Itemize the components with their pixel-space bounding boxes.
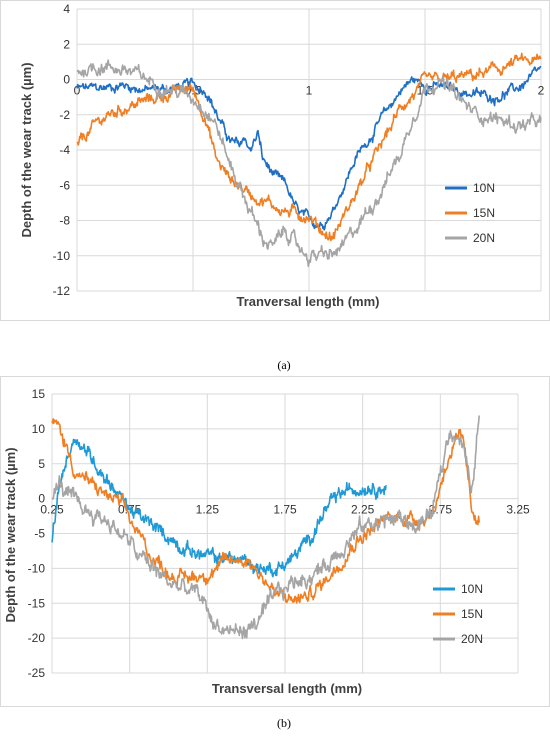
chart-b-frame <box>0 376 550 707</box>
chart-a-legend: 10N 15N 20N <box>445 181 495 245</box>
chart-b-gridlines <box>51 393 519 674</box>
series-line-15n <box>76 52 542 242</box>
x-tick-label: 0.25 <box>40 503 64 517</box>
series-line-15n <box>51 418 480 604</box>
y-tick-label: 2 <box>63 37 70 51</box>
y-tick-label: -10 <box>53 249 71 263</box>
y-tick-label: 4 <box>63 2 70 16</box>
x-tick-label: 2.25 <box>351 503 375 517</box>
chart-b-x-axis-title: Transversal length (mm) <box>212 681 362 696</box>
x-tick-label: 2 <box>538 84 545 98</box>
chart-a-y-axis-title: Depth of the wear track (µm) <box>19 62 34 237</box>
legend-label-10n: 10N <box>473 181 495 195</box>
chart-b-y-axis-title: Depth of the wear track (µm) <box>3 447 18 622</box>
y-tick-label: -15 <box>28 596 46 610</box>
series-line-10n <box>51 438 387 578</box>
legend-label-15n: 15N <box>461 607 483 621</box>
chart-b-y-ticks: 15 10 5 0 -5 -10 -15 -20 -25 <box>28 387 46 680</box>
chart-a-x-axis-title: Tranversal length (mm) <box>236 294 379 309</box>
chart-a-series <box>76 52 542 268</box>
legend-label-10n: 10N <box>461 582 483 596</box>
series-line-20n <box>51 415 480 640</box>
y-tick-label: -10 <box>28 561 46 575</box>
y-tick-label: 15 <box>32 387 46 401</box>
y-tick-label: -8 <box>59 214 70 228</box>
y-tick-label: -5 <box>34 527 45 541</box>
x-tick-label: 1.25 <box>196 503 220 517</box>
y-tick-label: -12 <box>53 284 71 298</box>
chart-a-panel-label: (a) <box>277 358 290 372</box>
chart-a-y-ticks: 4 2 0 -2 -4 -6 -8 -10 -12 <box>53 2 71 298</box>
legend-label-20n: 20N <box>461 632 483 646</box>
chart-b-legend: 10N 15N 20N <box>433 582 483 646</box>
y-tick-label: -25 <box>28 666 46 680</box>
chart-a: 420-2-4-6-8-10-12 0 0.5 1 1.5 2 Tranversal l… <box>0 0 550 321</box>
y-tick-label: 0 <box>38 492 45 506</box>
legend-label-15n: 15N <box>473 206 495 220</box>
chart-b-panel-label: (b) <box>277 716 291 730</box>
y-tick-label: 0 <box>63 73 70 87</box>
y-tick-label: -20 <box>28 631 46 645</box>
x-tick-label: 1.75 <box>273 503 297 517</box>
y-tick-label: 10 <box>32 422 46 436</box>
x-tick-label: 2.75 <box>429 503 453 517</box>
x-tick-label: 0 <box>74 84 81 98</box>
legend-label-20n: 20N <box>473 231 495 245</box>
x-tick-label: 1 <box>306 84 313 98</box>
chart-a-gridlines <box>76 8 542 292</box>
y-tick-label: -2 <box>59 108 70 122</box>
x-tick-label: 3.25 <box>506 503 530 517</box>
series-line-20n <box>76 59 542 268</box>
y-tick-label: -6 <box>59 178 70 192</box>
chart-b-series <box>51 415 480 640</box>
y-tick-label: 5 <box>38 457 45 471</box>
y-tick-label: -4 <box>59 143 70 157</box>
chart-a-frame <box>0 0 550 321</box>
